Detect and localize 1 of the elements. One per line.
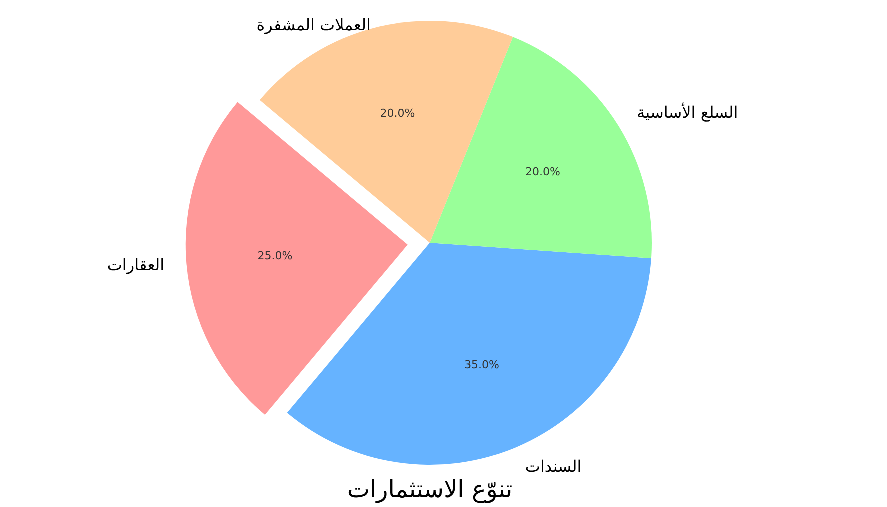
title: تنوّع الاستثمارات xyxy=(347,476,513,504)
